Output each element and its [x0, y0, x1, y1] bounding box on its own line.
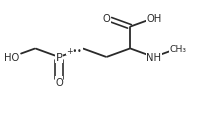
Text: O: O — [102, 14, 110, 24]
Text: +••: +•• — [66, 46, 82, 55]
Text: OH: OH — [146, 14, 161, 24]
Text: O: O — [55, 77, 63, 87]
Text: NH: NH — [146, 53, 161, 62]
Text: HO: HO — [4, 53, 19, 62]
Text: CH₃: CH₃ — [169, 45, 186, 53]
Text: P: P — [56, 53, 62, 62]
